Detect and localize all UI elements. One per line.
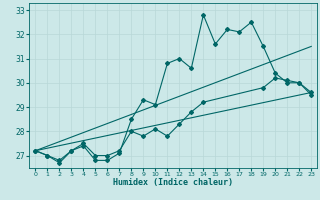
X-axis label: Humidex (Indice chaleur): Humidex (Indice chaleur)	[113, 178, 233, 187]
